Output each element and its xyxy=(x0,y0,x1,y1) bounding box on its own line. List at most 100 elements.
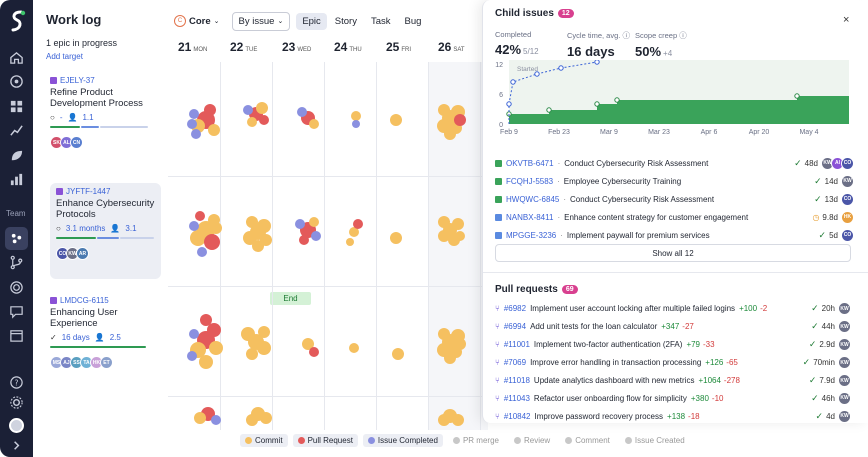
user-avatar[interactable] xyxy=(9,418,24,433)
activity-dot[interactable] xyxy=(352,120,360,128)
app-logo-icon[interactable] xyxy=(7,9,27,33)
assignee-avatar[interactable]: KW xyxy=(841,174,854,188)
activity-dot[interactable] xyxy=(390,232,402,244)
legend-item[interactable]: Issue Created xyxy=(620,434,690,447)
assignee-avatar[interactable]: CO xyxy=(841,156,854,170)
group-by-dropdown[interactable]: By issue ⌄ xyxy=(231,11,291,31)
activity-dot[interactable] xyxy=(195,211,205,221)
child-issue-row[interactable]: MPGGE-3236 · Implement paywall for premium… xyxy=(495,226,854,244)
activity-dot[interactable] xyxy=(454,114,466,126)
pr-number[interactable]: #7069 xyxy=(503,358,527,368)
issue-key[interactable]: OKVTB-6471 xyxy=(506,158,554,168)
activity-dot[interactable] xyxy=(351,111,361,121)
child-issue-row[interactable]: HWQWC-6845 · Conduct Cybersecurity Risk As… xyxy=(495,190,854,208)
activity-dot[interactable] xyxy=(353,219,363,229)
activity-dot[interactable] xyxy=(207,323,221,337)
pr-author-avatar[interactable]: KW xyxy=(838,409,851,423)
legend-item[interactable]: Issue Completed xyxy=(362,434,443,447)
grid-icon[interactable] xyxy=(8,98,25,115)
activity-dot[interactable] xyxy=(452,414,464,426)
core-team-dropdown[interactable]: C Core ⌄ xyxy=(168,12,226,30)
pr-author-avatar[interactable]: KW xyxy=(838,356,851,370)
epic-key[interactable]: LMDCG-6115 xyxy=(50,296,161,305)
legend-item[interactable]: PR merge xyxy=(448,434,504,447)
activity-dot[interactable] xyxy=(246,414,258,426)
activity-dot[interactable] xyxy=(252,240,264,252)
activity-dot[interactable] xyxy=(243,105,253,115)
activity-dot[interactable] xyxy=(454,338,466,350)
epic-card[interactable]: EJELY-37 Refine Product Development Proce… xyxy=(50,76,161,149)
type-filter-story[interactable]: Story xyxy=(334,15,357,27)
activity-dot[interactable] xyxy=(260,412,272,424)
activity-dot[interactable] xyxy=(257,219,271,233)
assignee-avatar[interactable]: CO xyxy=(841,228,854,242)
pr-number[interactable]: #6982 xyxy=(503,304,527,314)
activity-dot[interactable] xyxy=(189,109,199,119)
activity-dot[interactable] xyxy=(309,347,319,357)
epic-card[interactable]: LMDCG-6115 Enhancing User Experience ✓ 16 d… xyxy=(50,296,161,369)
activity-dot[interactable] xyxy=(256,102,268,114)
activity-dot[interactable] xyxy=(438,328,450,340)
activity-dot[interactable] xyxy=(257,341,271,355)
assignee-avatar[interactable]: ET xyxy=(100,356,113,369)
show-all-button[interactable]: Show all 12 xyxy=(495,244,851,262)
activity-dot[interactable] xyxy=(204,104,216,116)
activity-dot[interactable] xyxy=(438,414,450,426)
pr-number[interactable]: #10842 xyxy=(503,411,531,421)
activity-dot[interactable] xyxy=(392,348,404,360)
chat-icon[interactable] xyxy=(8,303,25,320)
type-filter-task[interactable]: Task xyxy=(370,15,391,27)
pr-author-avatar[interactable]: KW xyxy=(838,338,851,352)
activity-dot[interactable] xyxy=(199,355,213,369)
activity-dot[interactable] xyxy=(258,326,270,338)
expand-chevron-icon[interactable] xyxy=(8,437,25,454)
activity-dot[interactable] xyxy=(295,219,305,229)
pull-request-row[interactable]: ⑂ #7069 Improve error handling in transact… xyxy=(495,354,851,372)
work-log-icon[interactable] xyxy=(5,227,28,250)
activity-dot[interactable] xyxy=(204,234,220,250)
activity-dot[interactable] xyxy=(349,227,359,237)
pr-author-avatar[interactable]: KW xyxy=(838,374,851,387)
activity-dot[interactable] xyxy=(190,230,206,246)
legend-item[interactable]: Pull Request xyxy=(292,434,358,447)
target-icon[interactable] xyxy=(8,73,25,90)
legend-item[interactable]: Comment xyxy=(560,434,615,447)
settings-icon[interactable] xyxy=(8,394,25,411)
pr-number[interactable]: #11043 xyxy=(503,393,530,403)
leaf-icon[interactable] xyxy=(8,147,25,164)
activity-dot[interactable] xyxy=(187,351,197,361)
assignee-avatar[interactable]: CN xyxy=(70,136,83,149)
activity-dot[interactable] xyxy=(189,221,199,231)
help-icon[interactable]: ? xyxy=(8,374,25,391)
activity-dot[interactable] xyxy=(452,218,464,230)
activity-dot[interactable] xyxy=(187,119,197,129)
pull-request-row[interactable]: ⑂ #6994 Add unit tests for the loan calcul… xyxy=(495,318,851,336)
activity-dot[interactable] xyxy=(444,128,456,140)
add-target-link[interactable]: Add target xyxy=(46,52,83,61)
pull-request-row[interactable]: ⑂ #11001 Implement two-factor authenticati… xyxy=(495,336,851,354)
type-filter-epic[interactable]: Epic xyxy=(296,12,327,30)
activity-dot[interactable] xyxy=(210,222,222,234)
activity-dot[interactable] xyxy=(297,107,307,117)
activity-dot[interactable] xyxy=(247,117,257,127)
activity-dot[interactable] xyxy=(349,343,359,353)
issue-key[interactable]: MPGGE-3236 xyxy=(506,230,557,240)
activity-dot[interactable] xyxy=(309,217,319,227)
home-icon[interactable] xyxy=(8,49,25,66)
activity-dot[interactable] xyxy=(390,114,402,126)
activity-dot[interactable] xyxy=(194,412,206,424)
child-issue-row[interactable]: OKVTB-6471 · Conduct Cybersecurity Risk As… xyxy=(495,154,854,172)
activity-dot[interactable] xyxy=(438,230,450,242)
trend-icon[interactable] xyxy=(8,122,25,139)
git-branch-icon[interactable] xyxy=(8,254,25,271)
activity-dot[interactable] xyxy=(211,415,221,425)
activity-dot[interactable] xyxy=(246,216,258,228)
pull-request-row[interactable]: ⑂ #6982 Implement user account locking aft… xyxy=(495,300,851,318)
activity-dot[interactable] xyxy=(311,231,321,241)
activity-dot[interactable] xyxy=(299,235,309,245)
activity-dot[interactable] xyxy=(438,104,450,116)
pr-author-avatar[interactable]: KW xyxy=(838,391,851,405)
activity-dot[interactable] xyxy=(309,119,319,129)
issue-key[interactable]: HWQWC-6845 xyxy=(506,194,560,204)
focus-icon[interactable] xyxy=(8,279,25,296)
